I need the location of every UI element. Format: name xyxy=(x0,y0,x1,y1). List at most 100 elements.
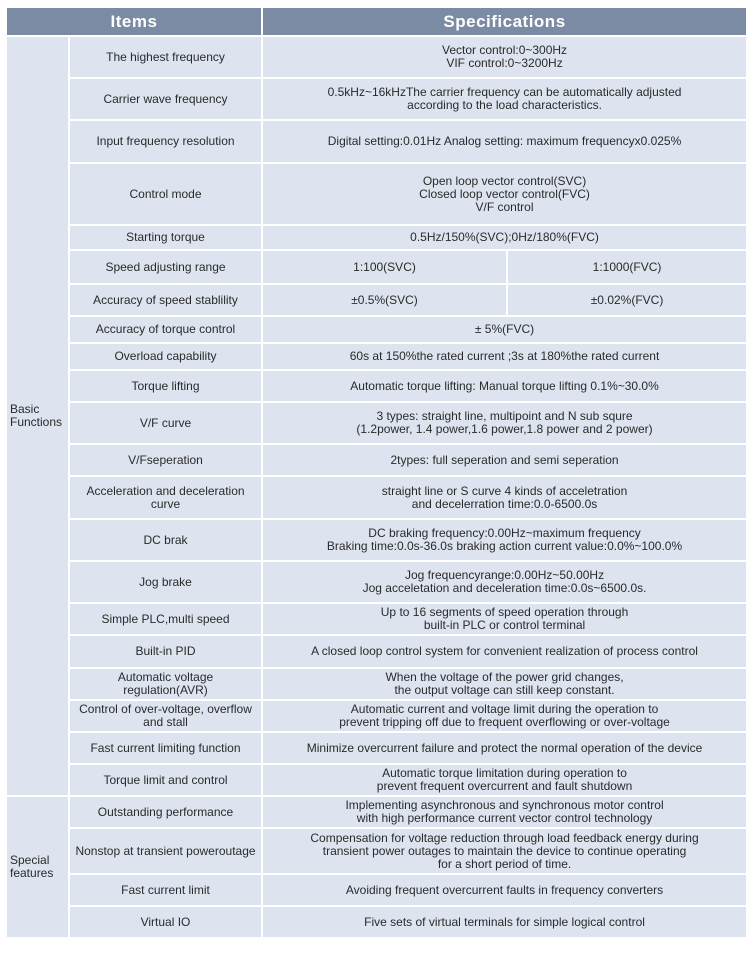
spec-line: Implementing asynchronous and synchronou… xyxy=(345,798,664,812)
spec-line: DC braking frequency:0.00Hz~maximum freq… xyxy=(368,526,641,540)
item-cell: Outstanding performance xyxy=(67,795,264,829)
spec-line: Minimize overcurrent failure and protect… xyxy=(306,740,703,755)
spec-cell: 0.5kHz~16kHzThe carrier frequency can be… xyxy=(261,77,749,121)
table-row: Starting torque 0.5Hz/150%(SVC);0Hz/180%(… xyxy=(6,224,749,251)
item-cell: Fast current limiting function xyxy=(67,731,264,765)
spec-cell: Implementing asynchronous and synchronou… xyxy=(261,795,749,829)
spec-line: Closed loop vector control(FVC) xyxy=(419,186,590,201)
item-cell: Starting torque xyxy=(67,224,264,251)
item-cell: Control mode xyxy=(67,162,264,226)
item-cell: Acceleration and deceleration curve xyxy=(67,475,264,520)
spec-cell: DC braking frequency:0.00Hz~maximum freq… xyxy=(261,518,749,562)
spec-cell: Compensation for voltage reduction throu… xyxy=(261,827,749,875)
spec-cell: ± 5%(FVC) xyxy=(261,315,749,344)
table-row: Built-in PID A closed loop control system… xyxy=(6,634,749,669)
spec-line: Jog frequencyrange:0.00Hz~50.00Hz xyxy=(404,568,605,582)
spec-cell: 2types: full seperation and semi seperat… xyxy=(261,443,749,477)
item-cell: DC brak xyxy=(67,518,264,562)
spec-cell: straight line or S curve 4 kinds of acce… xyxy=(261,475,749,520)
spec-cell: When the voltage of the power grid chang… xyxy=(261,667,749,701)
table-row: Torque lifting Automatic torque lifting: … xyxy=(6,369,749,403)
item-cell: V/F curve xyxy=(67,401,264,445)
spec-cell: Five sets of virtual terminals for simpl… xyxy=(261,905,749,939)
spec-line: straight line or S curve 4 kinds of acce… xyxy=(381,483,628,498)
table-row: Basic Functions The highest frequency Vect… xyxy=(5,35,749,797)
table-row: Nonstop at transient poweroutage Compensa… xyxy=(6,827,749,875)
spec-line: according to the load characteristics. xyxy=(407,98,602,112)
spec-line: the output voltage can still keep consta… xyxy=(394,683,615,697)
spec-cell: Up to 16 segments of speed operation thr… xyxy=(261,602,749,636)
spec-cell: A closed loop control system for conveni… xyxy=(261,634,749,669)
spec-cell: 60s at 150%the rated current ;3s at 180%… xyxy=(261,342,749,371)
spec-line: Jog acceletation and deceleration time:0… xyxy=(362,581,647,595)
spec-line: VIF control:0~3200Hz xyxy=(446,56,563,70)
spec-line: transient power outages to maintain the … xyxy=(322,843,687,858)
table-row: V/Fseperation 2types: full seperation and… xyxy=(6,443,749,477)
spec-line: 3 types: straight line, multipoint and N… xyxy=(376,409,633,423)
table-row: Virtual IO Five sets of virtual terminals… xyxy=(6,905,749,939)
table-row: Acceleration and deceleration curve strai… xyxy=(6,475,749,520)
spec-cell: Automatic torque limitation during opera… xyxy=(261,763,749,797)
item-cell: Speed adjusting range xyxy=(67,249,264,285)
table-row: Control mode Open loop vector control(SVC… xyxy=(6,162,749,226)
spec-line: V/F control xyxy=(475,199,534,214)
spec-cell: Avoiding frequent overcurrent faults in … xyxy=(261,873,749,907)
spec-line: Braking time:0.0s-36.0s braking action c… xyxy=(326,539,683,553)
group-label: Special features xyxy=(5,795,70,939)
spec-line: Automatic torque lifting: Manual torque … xyxy=(350,378,659,393)
table-row: Jog brake Jog frequencyrange:0.00Hz~50.00… xyxy=(6,560,749,604)
item-cell: The highest frequency xyxy=(67,35,264,79)
spec-line: with high performance current vector con… xyxy=(356,811,653,825)
spec-cell: Open loop vector control(SVC) Closed loop… xyxy=(261,162,749,226)
spec-line: A closed loop control system for conveni… xyxy=(311,644,698,658)
spec-line: Vector control:0~300Hz xyxy=(441,43,568,57)
table-row: Overload capability 60s at 150%the rated … xyxy=(6,342,749,371)
spec-line: Open loop vector control(SVC) xyxy=(422,173,587,188)
table-row: Fast current limit Avoiding frequent over… xyxy=(6,873,749,907)
table-row: Torque limit and control Automatic torque… xyxy=(6,763,749,797)
spec-line: Digital setting:0.01Hz Analog setting: m… xyxy=(327,134,682,148)
spec-line: for a short period of time. xyxy=(437,856,572,871)
item-cell: Virtual IO xyxy=(67,905,264,939)
item-cell: Accuracy of torque control xyxy=(67,315,264,344)
spec-cell: 3 types: straight line, multipoint and N… xyxy=(261,401,749,445)
spec-cell: Automatic current and voltage limit duri… xyxy=(261,699,749,733)
spec-cell: Vector control:0~300Hz VIF control:0~3200… xyxy=(261,35,749,79)
spec-cell-fvc: 1:1000(FVC) xyxy=(506,249,749,285)
table-row: Accuracy of torque control ± 5%(FVC) xyxy=(6,315,749,344)
spec-line: (1.2power, 1.4 power,1.6 power,1.8 power… xyxy=(356,422,653,436)
item-cell: Automatic voltage regulation(AVR) xyxy=(67,667,264,701)
header-items: Items xyxy=(4,6,264,37)
spec-line: Automatic torque limitation during opera… xyxy=(382,766,627,780)
item-cell: Jog brake xyxy=(67,560,264,604)
spec-line: 0.5kHz~16kHzThe carrier frequency can be… xyxy=(327,85,682,99)
table-row: Control of over-voltage, overflow and st… xyxy=(6,699,749,733)
spec-line: 60s at 150%the rated current ;3s at 180%… xyxy=(349,349,660,363)
table-row: V/F curve 3 types: straight line, multipo… xyxy=(6,401,749,445)
table-row: Automatic voltage regulation(AVR) When th… xyxy=(6,667,749,701)
item-cell: Torque lifting xyxy=(67,369,264,403)
table-row: DC brak DC braking frequency:0.00Hz~maxim… xyxy=(6,518,749,562)
spec-line: 2types: full seperation and semi seperat… xyxy=(390,452,619,467)
spec-line: prevent tripping off due to frequent ove… xyxy=(339,715,670,729)
item-cell: Accuracy of speed stablility xyxy=(67,283,264,317)
spec-cell: 0.5Hz/150%(SVC);0Hz/180%(FVC) xyxy=(261,224,749,251)
header-specifications: Specifications xyxy=(261,6,749,37)
spec-line: Up to 16 segments of speed operation thr… xyxy=(380,605,629,619)
spec-cell-svc: 1:100(SVC) xyxy=(261,249,509,285)
spec-cell: Jog frequencyrange:0.00Hz~50.00Hz Jog acc… xyxy=(261,560,749,604)
spec-line: Avoiding frequent overcurrent faults in … xyxy=(345,882,664,897)
item-cell: Carrier wave frequency xyxy=(67,77,264,121)
spec-table: Items Specifications Basic Functions The … xyxy=(4,6,749,939)
spec-line: prevent frequent overcurrent and fault s… xyxy=(376,779,633,793)
spec-line: Automatic current and voltage limit duri… xyxy=(350,702,659,716)
spec-cell: Digital setting:0.01Hz Analog setting: m… xyxy=(261,119,749,164)
table-row: Input frequency resolution Digital settin… xyxy=(6,119,749,164)
item-cell: Simple PLC,multi speed xyxy=(67,602,264,636)
item-cell: Nonstop at transient poweroutage xyxy=(67,827,264,875)
table-row: Fast current limiting function Minimize o… xyxy=(6,731,749,765)
spec-line: Compensation for voltage reduction throu… xyxy=(310,830,699,845)
spec-cell-svc: ±0.5%(SVC) xyxy=(261,283,509,317)
table-row: Carrier wave frequency 0.5kHz~16kHzThe ca… xyxy=(6,77,749,121)
table-row: Special features Outstanding performance I… xyxy=(5,795,749,939)
